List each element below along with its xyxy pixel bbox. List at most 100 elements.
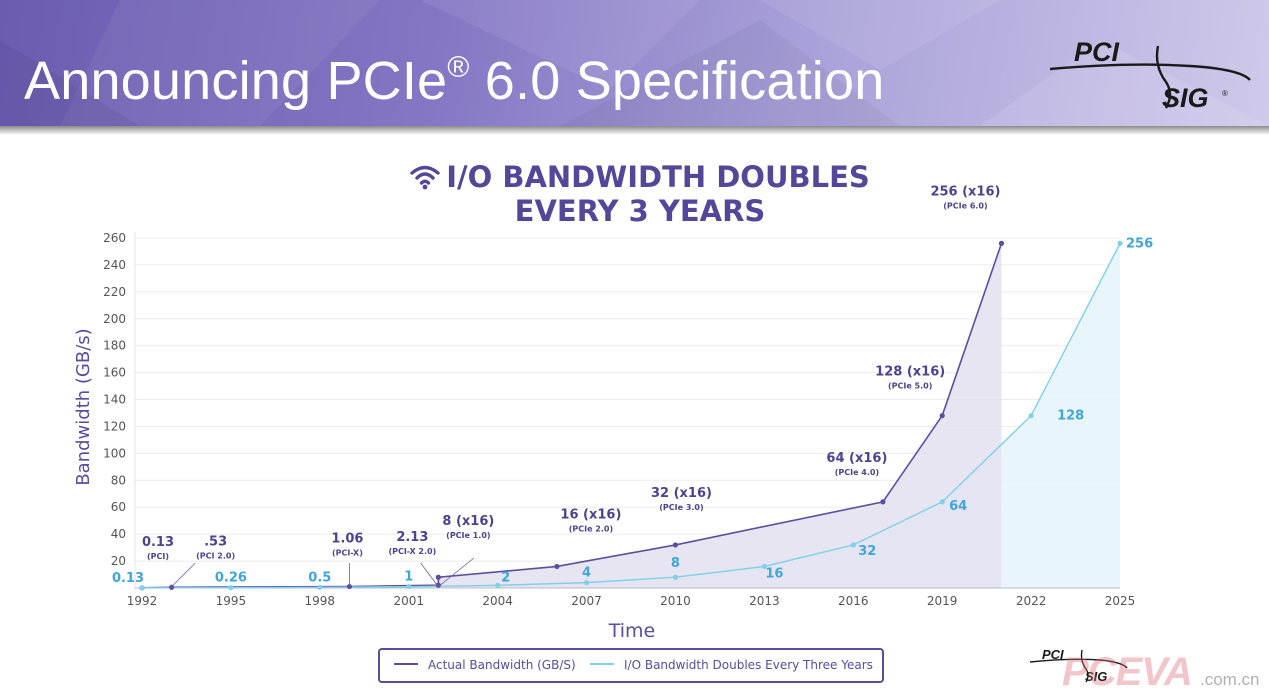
actual-data-label: 256 (x16) [930,184,1000,199]
y-tick-label: 200 [103,312,126,326]
actual-data-label: 0.13 [142,535,174,550]
x-tick-label: 2004 [482,594,513,608]
actual-data-label: 64 (x16) [826,451,887,466]
x-tick-label: 1998 [305,594,336,608]
x-tick-label: 2010 [660,594,691,608]
doubling-point [583,580,590,586]
series-points [139,240,1123,591]
doubling-line [141,243,1121,589]
doubling-data-label: 0.5 [308,570,331,585]
label-connector [171,562,196,587]
actual-bandwidth-area [142,243,1002,588]
actual-data-sublabel: (PCIe 6.0) [943,201,987,210]
banner-facets [0,0,1269,126]
actual-data-label: .53 [204,534,227,549]
svg-text:PCI: PCI [1074,37,1120,67]
x-tick-label: 2001 [393,594,424,608]
data-labels: 0.13 (PCI) .53 (PCI 2.0) 1.06 (PCI-X) 2.13 (PCI… [112,184,1153,587]
watermark: PCEVA [1062,650,1193,694]
tick-labels: 20 40 60 80 100 120 140 160 180 200 220 240 260 1992 1… [103,231,1135,608]
doubling-data-label: 16 [765,566,783,581]
pci-sig-logo: PCI SIG ® [1050,37,1251,113]
actual-data-label: 128 (x16) [875,365,945,380]
series-lines [141,243,1121,589]
actual-point [998,240,1005,246]
x-tick-label: 2016 [838,594,869,608]
banner-shadow [0,126,1269,135]
actual-point [880,499,886,505]
x-tick-label: 2007 [571,594,602,608]
slide-title: Announcing PCIe® 6.0 Specification [24,51,885,111]
actual-data-sublabel: (PCI-X) [332,549,363,558]
actual-data-sublabel: (PCI-X 2.0) [388,547,436,556]
x-tick-label: 2022 [1016,594,1047,608]
actual-point [672,542,679,548]
x-axis-label: Time [608,620,656,642]
doubling-point [939,499,945,505]
x-tick-label: 1995 [216,594,247,608]
legend-swatch-doubling [590,663,614,665]
x-tick-label: 2019 [927,594,958,608]
y-tick-label: 160 [103,366,126,380]
doubling-data-label: 2 [501,570,510,585]
actual-data-sublabel: (PCIe 1.0) [446,531,490,540]
actual-data-sublabel: (PCIe 2.0) [569,524,613,533]
actual-data-sublabel: (PCI 2.0) [196,551,235,560]
doubling-data-label: 64 [949,499,967,514]
chart-title-line2: EVERY 3 YEARS [514,194,766,228]
legend-item-doubling: I/O Bandwidth Doubles Every Three Years [590,658,873,672]
doubling-data-label: 8 [671,556,680,571]
actual-data-label: 8 (x16) [442,514,494,529]
doubling-area [142,243,1120,588]
svg-text:SIG: SIG [1162,83,1209,113]
chart-title: I/O BANDWIDTH DOUBLES EVERY 3 YEARS [300,160,980,228]
y-tick-label: 60 [111,500,126,514]
svg-text:PCI: PCI [1042,647,1064,662]
doubling-point [317,584,323,590]
doubling-point [672,574,679,580]
doubling-data-label: 0.13 [112,571,144,586]
doubling-data-label: 256 [1126,236,1153,251]
doubling-point [761,563,767,570]
y-tick-label: 180 [103,339,126,353]
actual-data-label: 2.13 [396,530,428,545]
actual-point [939,413,945,419]
doubling-data-label: 0.26 [215,571,247,586]
legend-item-actual: Actual Bandwidth (GB/S) [394,658,576,672]
y-axis-label: Bandwidth (GB/s) [73,328,94,485]
doubling-point [850,542,856,548]
doubling-point [406,584,412,590]
svg-text:®: ® [1222,89,1228,98]
y-tick-label: 120 [103,419,126,433]
doubling-point [139,585,145,591]
actual-point [554,563,560,570]
y-tick-label: 100 [103,446,126,460]
x-tick-label: 2025 [1105,594,1136,608]
actual-data-label: 1.06 [331,532,363,547]
doubling-data-label: 32 [858,544,876,559]
x-tick-label: 2013 [749,594,780,608]
y-tick-label: 220 [103,285,126,299]
y-tick-label: 240 [103,258,126,272]
doubling-data-label: 1 [404,570,413,585]
y-tick-label: 80 [111,473,126,487]
y-tick-label: 40 [111,527,126,541]
doubling-point [228,585,234,591]
watermark-suffix: .com.cn [1200,670,1260,689]
actual-data-label: 32 (x16) [651,486,712,501]
label-connector [438,557,475,587]
chart-legend: Actual Bandwidth (GB/S) I/O Bandwidth Do… [378,648,884,683]
actual-data-sublabel: (PCIe 3.0) [659,503,703,512]
y-tick-label: 260 [103,231,126,245]
actual-data-sublabel: (PCI) [147,552,169,561]
actual-data-label: 16 (x16) [560,507,621,522]
title-banner: Announcing PCIe® 6.0 Specification PCI S… [0,0,1269,126]
x-tick-label: 1992 [127,594,158,608]
wifi-icon [410,165,440,190]
doubling-point [495,582,501,588]
chart-title-line1: I/O BANDWIDTH DOUBLES [446,160,870,194]
doubling-point [1117,240,1123,246]
doubling-point [1028,413,1034,419]
actual-point [169,584,175,590]
